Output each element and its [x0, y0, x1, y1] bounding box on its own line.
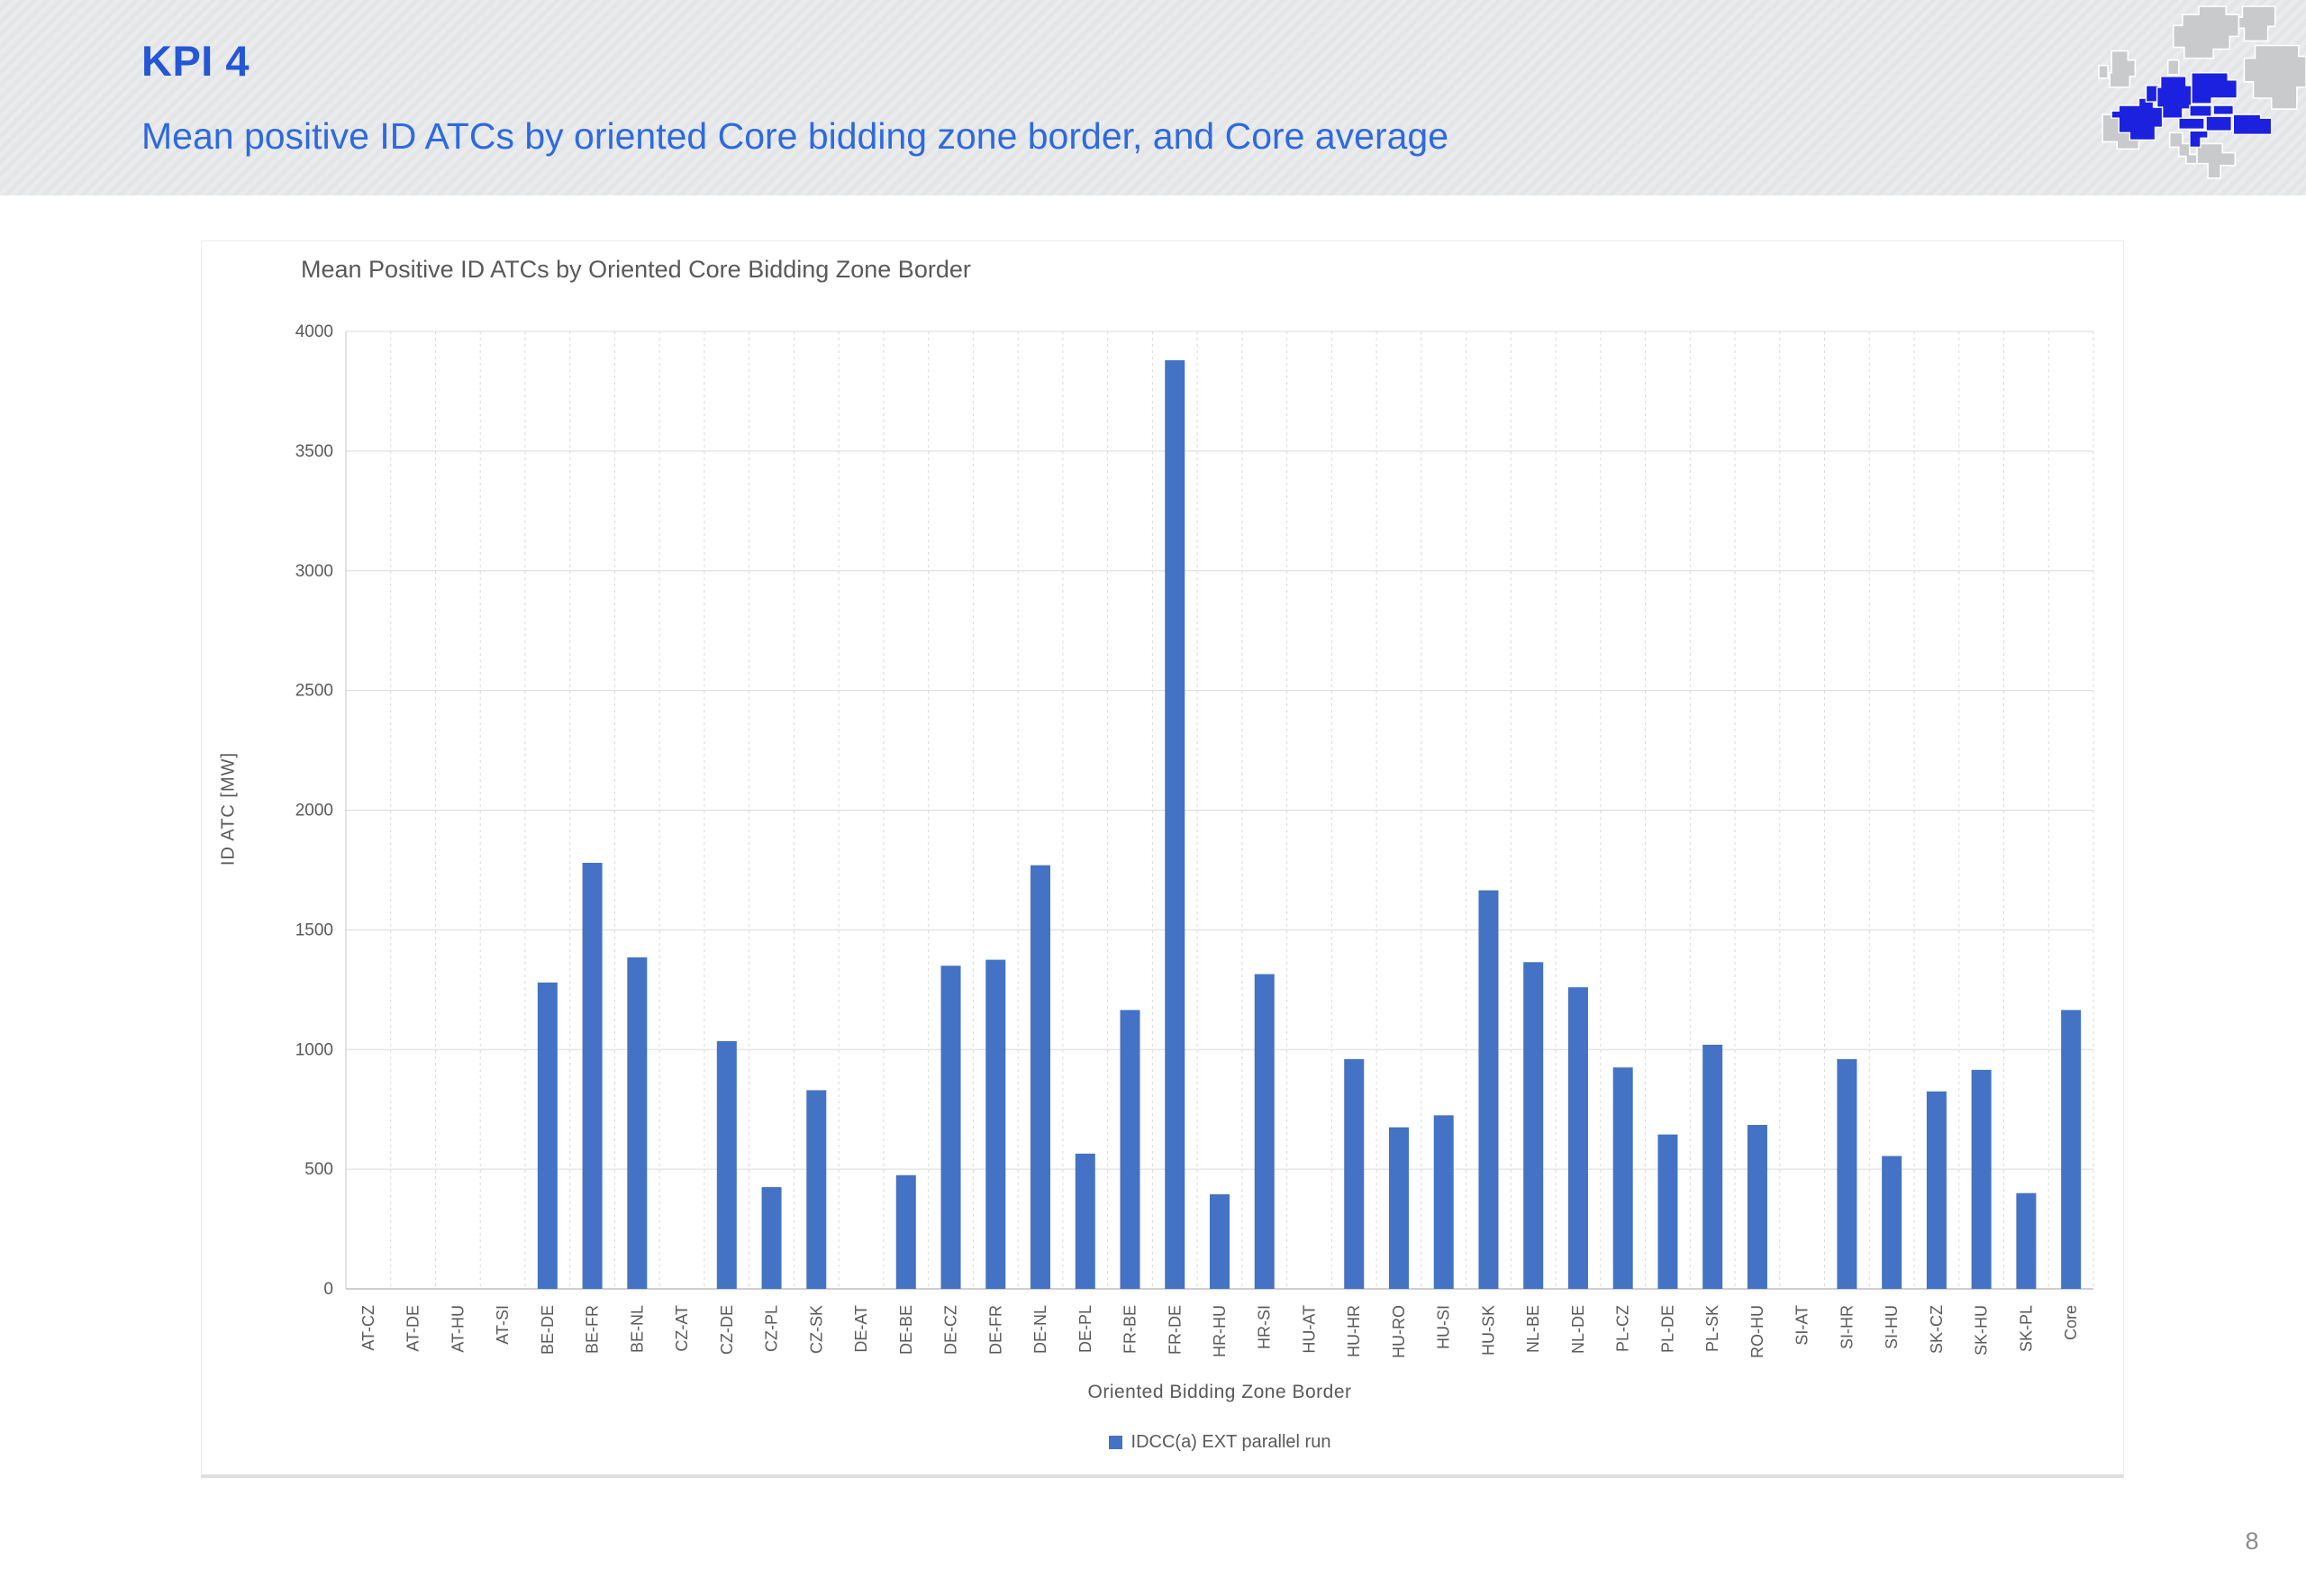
bar-PL-CZ	[1612, 1067, 1633, 1289]
x-tick-label: SK-PL	[2017, 1305, 2035, 1352]
x-tick-label: BE-DE	[539, 1305, 557, 1355]
x-tick-label: AT-CZ	[359, 1305, 377, 1351]
x-tick-label: Core	[2062, 1305, 2080, 1340]
x-tick-label: HR-HU	[1211, 1305, 1229, 1357]
y-tick-label: 2500	[295, 682, 333, 701]
bar-HU-SK	[1478, 890, 1499, 1289]
x-tick-label: DE-AT	[852, 1305, 870, 1353]
bar-Core	[2061, 1010, 2082, 1289]
bar-FR-DE	[1165, 359, 1185, 1289]
y-axis-title: ID ATC [MW]	[218, 751, 239, 866]
kpi-title: KPI 4	[141, 37, 250, 85]
legend-label: IDCC(a) EXT parallel run	[1130, 1432, 1331, 1452]
x-tick-label: CZ-PL	[763, 1305, 781, 1352]
x-tick-label: BE-NL	[628, 1305, 646, 1353]
bar-HR-SI	[1254, 974, 1275, 1289]
x-tick-label: DE-CZ	[942, 1305, 960, 1355]
y-tick-label: 2000	[295, 802, 333, 821]
y-tick-label: 3500	[295, 442, 333, 461]
x-tick-label: SK-HU	[1973, 1305, 1991, 1356]
x-tick-label: DE-FR	[986, 1305, 1004, 1355]
bar-HU-SI	[1433, 1115, 1454, 1289]
x-tick-label: SI-HU	[1883, 1305, 1901, 1349]
bar-HR-HU	[1210, 1194, 1230, 1289]
x-tick-label: HR-SI	[1256, 1305, 1274, 1349]
bar-SI-HR	[1837, 1058, 1857, 1289]
y-tick-label: 500	[304, 1160, 333, 1179]
y-tick-label: 1000	[295, 1040, 333, 1059]
bar-HU-HR	[1344, 1058, 1365, 1289]
map-core-region	[2111, 72, 2273, 149]
x-tick-label: SK-CZ	[1928, 1305, 1946, 1354]
x-tick-label: PL-CZ	[1614, 1305, 1632, 1352]
x-tick-label: NL-DE	[1569, 1305, 1587, 1354]
bar-RO-HU	[1747, 1124, 1767, 1289]
x-tick-label: HU-SI	[1435, 1305, 1453, 1349]
bar-BE-DE	[537, 982, 558, 1289]
bar-SK-HU	[1971, 1069, 1992, 1289]
bar-DE-NL	[1030, 865, 1051, 1289]
y-tick-label: 3000	[295, 562, 333, 581]
bar-SI-HU	[1882, 1156, 1902, 1289]
bar-SK-PL	[2016, 1192, 2037, 1289]
x-tick-label: SI-AT	[1793, 1305, 1811, 1346]
bar-chart-plot: 0 500 1000 1500 2000 2500 3000 3500 4000 AT-CZ AT-…	[295, 322, 2094, 1358]
chart-card: Mean Positive ID ATCs by Oriented Core B…	[201, 240, 2124, 1478]
x-tick-label: CZ-SK	[807, 1305, 825, 1354]
bar-HU-RO	[1388, 1127, 1409, 1289]
bar-DE-PL	[1075, 1153, 1095, 1289]
bar-PL-SK	[1702, 1044, 1723, 1289]
y-tick-label: 4000	[295, 322, 333, 341]
header-band: KPI 4 Mean positive ID ATCs by oriented …	[0, 0, 2306, 195]
x-tick-label: DE-NL	[1031, 1305, 1049, 1354]
x-tick-label: HU-AT	[1300, 1305, 1318, 1354]
bar-CZ-PL	[761, 1187, 782, 1289]
x-tick-label: AT-DE	[404, 1305, 422, 1352]
x-tick-label: DE-BE	[897, 1305, 915, 1355]
x-tick-label: HU-SK	[1479, 1305, 1497, 1356]
chart-title: Mean Positive ID ATCs by Oriented Core B…	[301, 256, 971, 283]
x-tick-label: CZ-AT	[673, 1305, 691, 1352]
bar-DE-CZ	[940, 966, 961, 1289]
core-region-europe-map-icon	[2098, 5, 2306, 179]
bar-DE-FR	[985, 959, 1006, 1289]
x-tick-label: PL-SK	[1703, 1305, 1721, 1352]
x-tick-label: SI-HR	[1838, 1305, 1856, 1349]
bar-FR-BE	[1120, 1010, 1140, 1289]
x-tick-label: PL-DE	[1658, 1305, 1676, 1353]
bar-NL-DE	[1567, 987, 1588, 1289]
legend-marker	[1108, 1436, 1122, 1449]
bar-BE-FR	[582, 862, 603, 1289]
bar-NL-BE	[1523, 962, 1544, 1289]
x-tick-label: BE-FR	[584, 1305, 602, 1354]
x-tick-label: FR-BE	[1121, 1305, 1139, 1354]
y-tick-label: 0	[323, 1280, 333, 1299]
bar-CZ-SK	[806, 1090, 827, 1289]
x-tick-label: HU-HR	[1345, 1305, 1363, 1357]
bar-PL-DE	[1657, 1134, 1678, 1289]
x-tick-label: HU-RO	[1390, 1305, 1408, 1358]
x-axis-title: Oriented Bidding Zone Border	[1087, 1382, 1352, 1402]
x-tick-label: NL-BE	[1524, 1305, 1542, 1353]
x-tick-label: RO-HU	[1748, 1305, 1766, 1358]
slide-subtitle: Mean positive ID ATCs by oriented Core b…	[141, 115, 1449, 157]
bar-DE-BE	[895, 1174, 916, 1289]
bar-BE-NL	[627, 957, 648, 1289]
page-number: 8	[2245, 1528, 2259, 1555]
x-tick-label: AT-SI	[494, 1305, 512, 1345]
x-tick-label: CZ-DE	[718, 1305, 736, 1355]
bar-CZ-DE	[716, 1040, 737, 1289]
x-tick-label: DE-PL	[1076, 1305, 1094, 1353]
bar-SK-CZ	[1926, 1091, 1947, 1289]
x-tick-label: FR-DE	[1166, 1305, 1184, 1355]
y-tick-label: 1500	[295, 920, 333, 939]
chart-legend: IDCC(a) EXT parallel run	[346, 1432, 2093, 1453]
x-tick-label: AT-HU	[449, 1305, 467, 1353]
